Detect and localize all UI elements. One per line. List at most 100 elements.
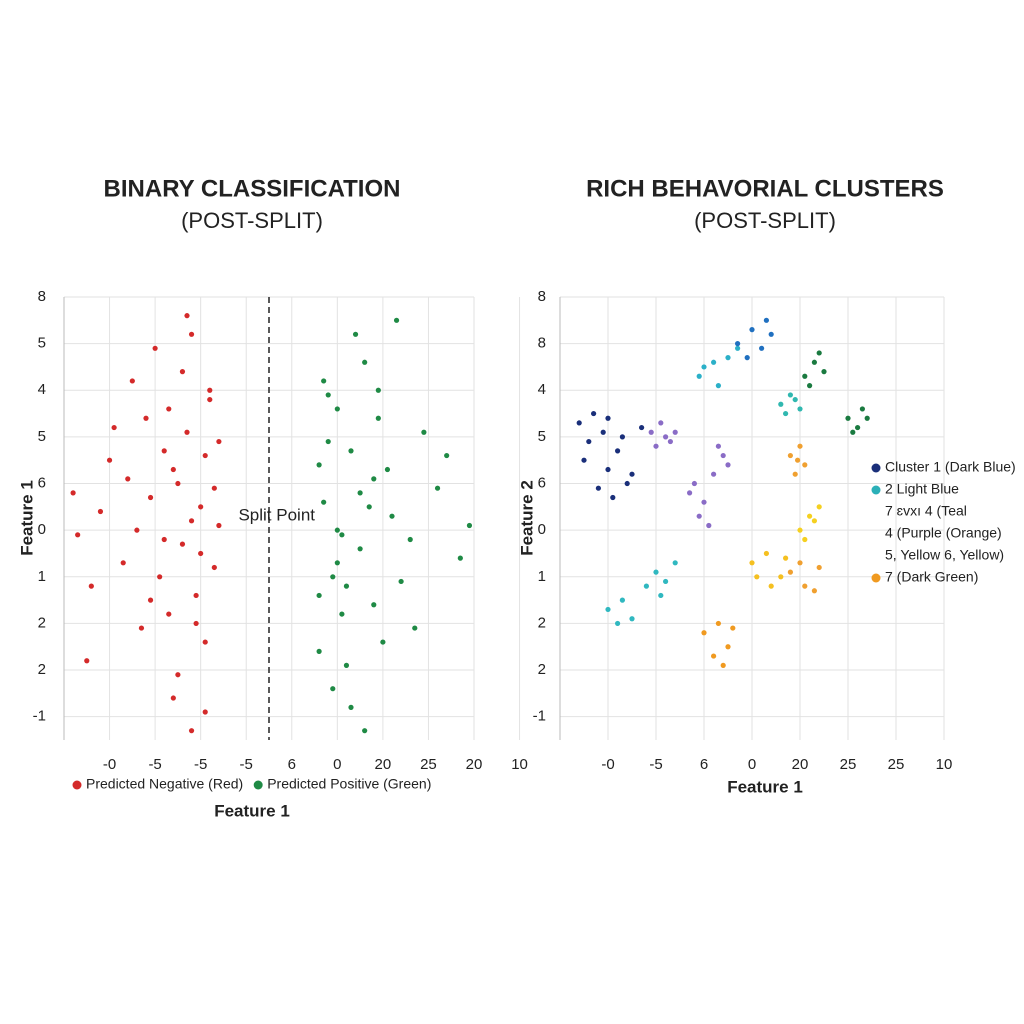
point xyxy=(207,396,213,403)
x-tick-label: 0 xyxy=(333,756,341,773)
point xyxy=(357,546,363,552)
point xyxy=(198,504,204,510)
x-tick-label: 25 xyxy=(420,756,437,773)
x-tick-label: 25 xyxy=(840,756,857,773)
point xyxy=(321,378,327,384)
point xyxy=(398,578,404,585)
point xyxy=(792,396,798,403)
point xyxy=(581,457,587,463)
point xyxy=(576,420,582,426)
y-tick-label: 6 xyxy=(538,474,546,491)
legend-label: Predicted Negative (Red) xyxy=(86,776,243,792)
point xyxy=(711,653,717,659)
chart: RICH BEHAVORIAL CLUSTERS (POST-SPLIT) 8 8 4 5… xyxy=(517,175,1015,796)
point xyxy=(591,410,597,417)
point xyxy=(629,471,635,477)
point xyxy=(88,583,94,589)
point xyxy=(334,560,340,566)
point xyxy=(316,648,322,655)
y-tick-label: 8 xyxy=(538,335,546,352)
point xyxy=(850,429,856,435)
x-tick-label: -5 xyxy=(649,756,662,773)
point xyxy=(211,485,217,491)
point xyxy=(821,369,827,375)
point xyxy=(202,709,208,715)
point xyxy=(759,345,765,351)
chart-title: RICH BEHAVORIAL CLUSTERS xyxy=(586,175,944,202)
point xyxy=(120,560,126,566)
point xyxy=(624,480,630,487)
point xyxy=(653,443,659,449)
point xyxy=(170,466,176,473)
y-tick-label: 5 xyxy=(38,428,46,445)
legend-marker xyxy=(871,485,881,495)
point xyxy=(170,695,176,701)
point xyxy=(316,462,322,468)
point xyxy=(147,597,154,603)
point xyxy=(216,438,222,445)
point xyxy=(188,331,195,337)
point xyxy=(658,420,664,426)
x-tick-label: 0 xyxy=(748,756,756,773)
point xyxy=(134,527,140,533)
point xyxy=(357,490,363,496)
point xyxy=(663,578,669,585)
y-tick-label: 1 xyxy=(38,568,46,585)
point xyxy=(179,541,186,547)
point xyxy=(389,513,395,519)
x-tick-label: 6 xyxy=(288,756,296,773)
point xyxy=(778,401,784,407)
point xyxy=(787,569,794,575)
x-tick-label: 20 xyxy=(466,756,483,773)
chart-subtitle: (POST-SPLIT) xyxy=(694,208,836,233)
point xyxy=(325,438,331,445)
point xyxy=(586,438,592,445)
point xyxy=(720,452,726,459)
x-tick-label: 6 xyxy=(700,756,708,773)
point xyxy=(701,630,707,636)
point xyxy=(175,480,181,487)
point xyxy=(711,471,717,477)
legend-marker xyxy=(871,573,881,583)
point xyxy=(343,662,350,668)
point xyxy=(147,494,154,501)
point xyxy=(691,480,698,487)
point xyxy=(179,369,186,375)
point xyxy=(334,527,340,533)
y-tick-label: 5 xyxy=(538,428,546,445)
point xyxy=(807,383,813,389)
point xyxy=(797,443,803,449)
point xyxy=(371,476,377,482)
point xyxy=(412,625,418,631)
x-axis-label: Feature 1 xyxy=(727,777,803,796)
y-tick-label: 0 xyxy=(38,521,46,538)
point xyxy=(334,406,340,412)
point xyxy=(720,662,726,668)
point xyxy=(75,532,81,538)
point xyxy=(375,415,381,421)
point xyxy=(129,378,135,384)
y-tick-label: 2 xyxy=(38,614,46,631)
point xyxy=(166,611,172,617)
point xyxy=(749,327,755,333)
point xyxy=(797,560,803,566)
y-tick-label: 2 xyxy=(538,661,546,678)
point xyxy=(193,592,199,599)
point xyxy=(352,331,359,337)
point xyxy=(188,728,195,734)
x-tick-label: 20 xyxy=(792,756,809,773)
chart-title: BINARY CLASSIFICATION xyxy=(104,175,401,202)
point xyxy=(744,355,750,361)
x-tick-label: 10 xyxy=(511,756,528,773)
y-tick-label: 2 xyxy=(38,661,46,678)
point xyxy=(715,443,722,449)
point xyxy=(715,383,722,389)
y-tick-label: 1 xyxy=(538,568,546,585)
point xyxy=(384,466,391,473)
point xyxy=(615,620,621,627)
point xyxy=(457,555,463,561)
point xyxy=(202,639,208,645)
legend-marker xyxy=(871,463,881,473)
point xyxy=(763,317,770,323)
